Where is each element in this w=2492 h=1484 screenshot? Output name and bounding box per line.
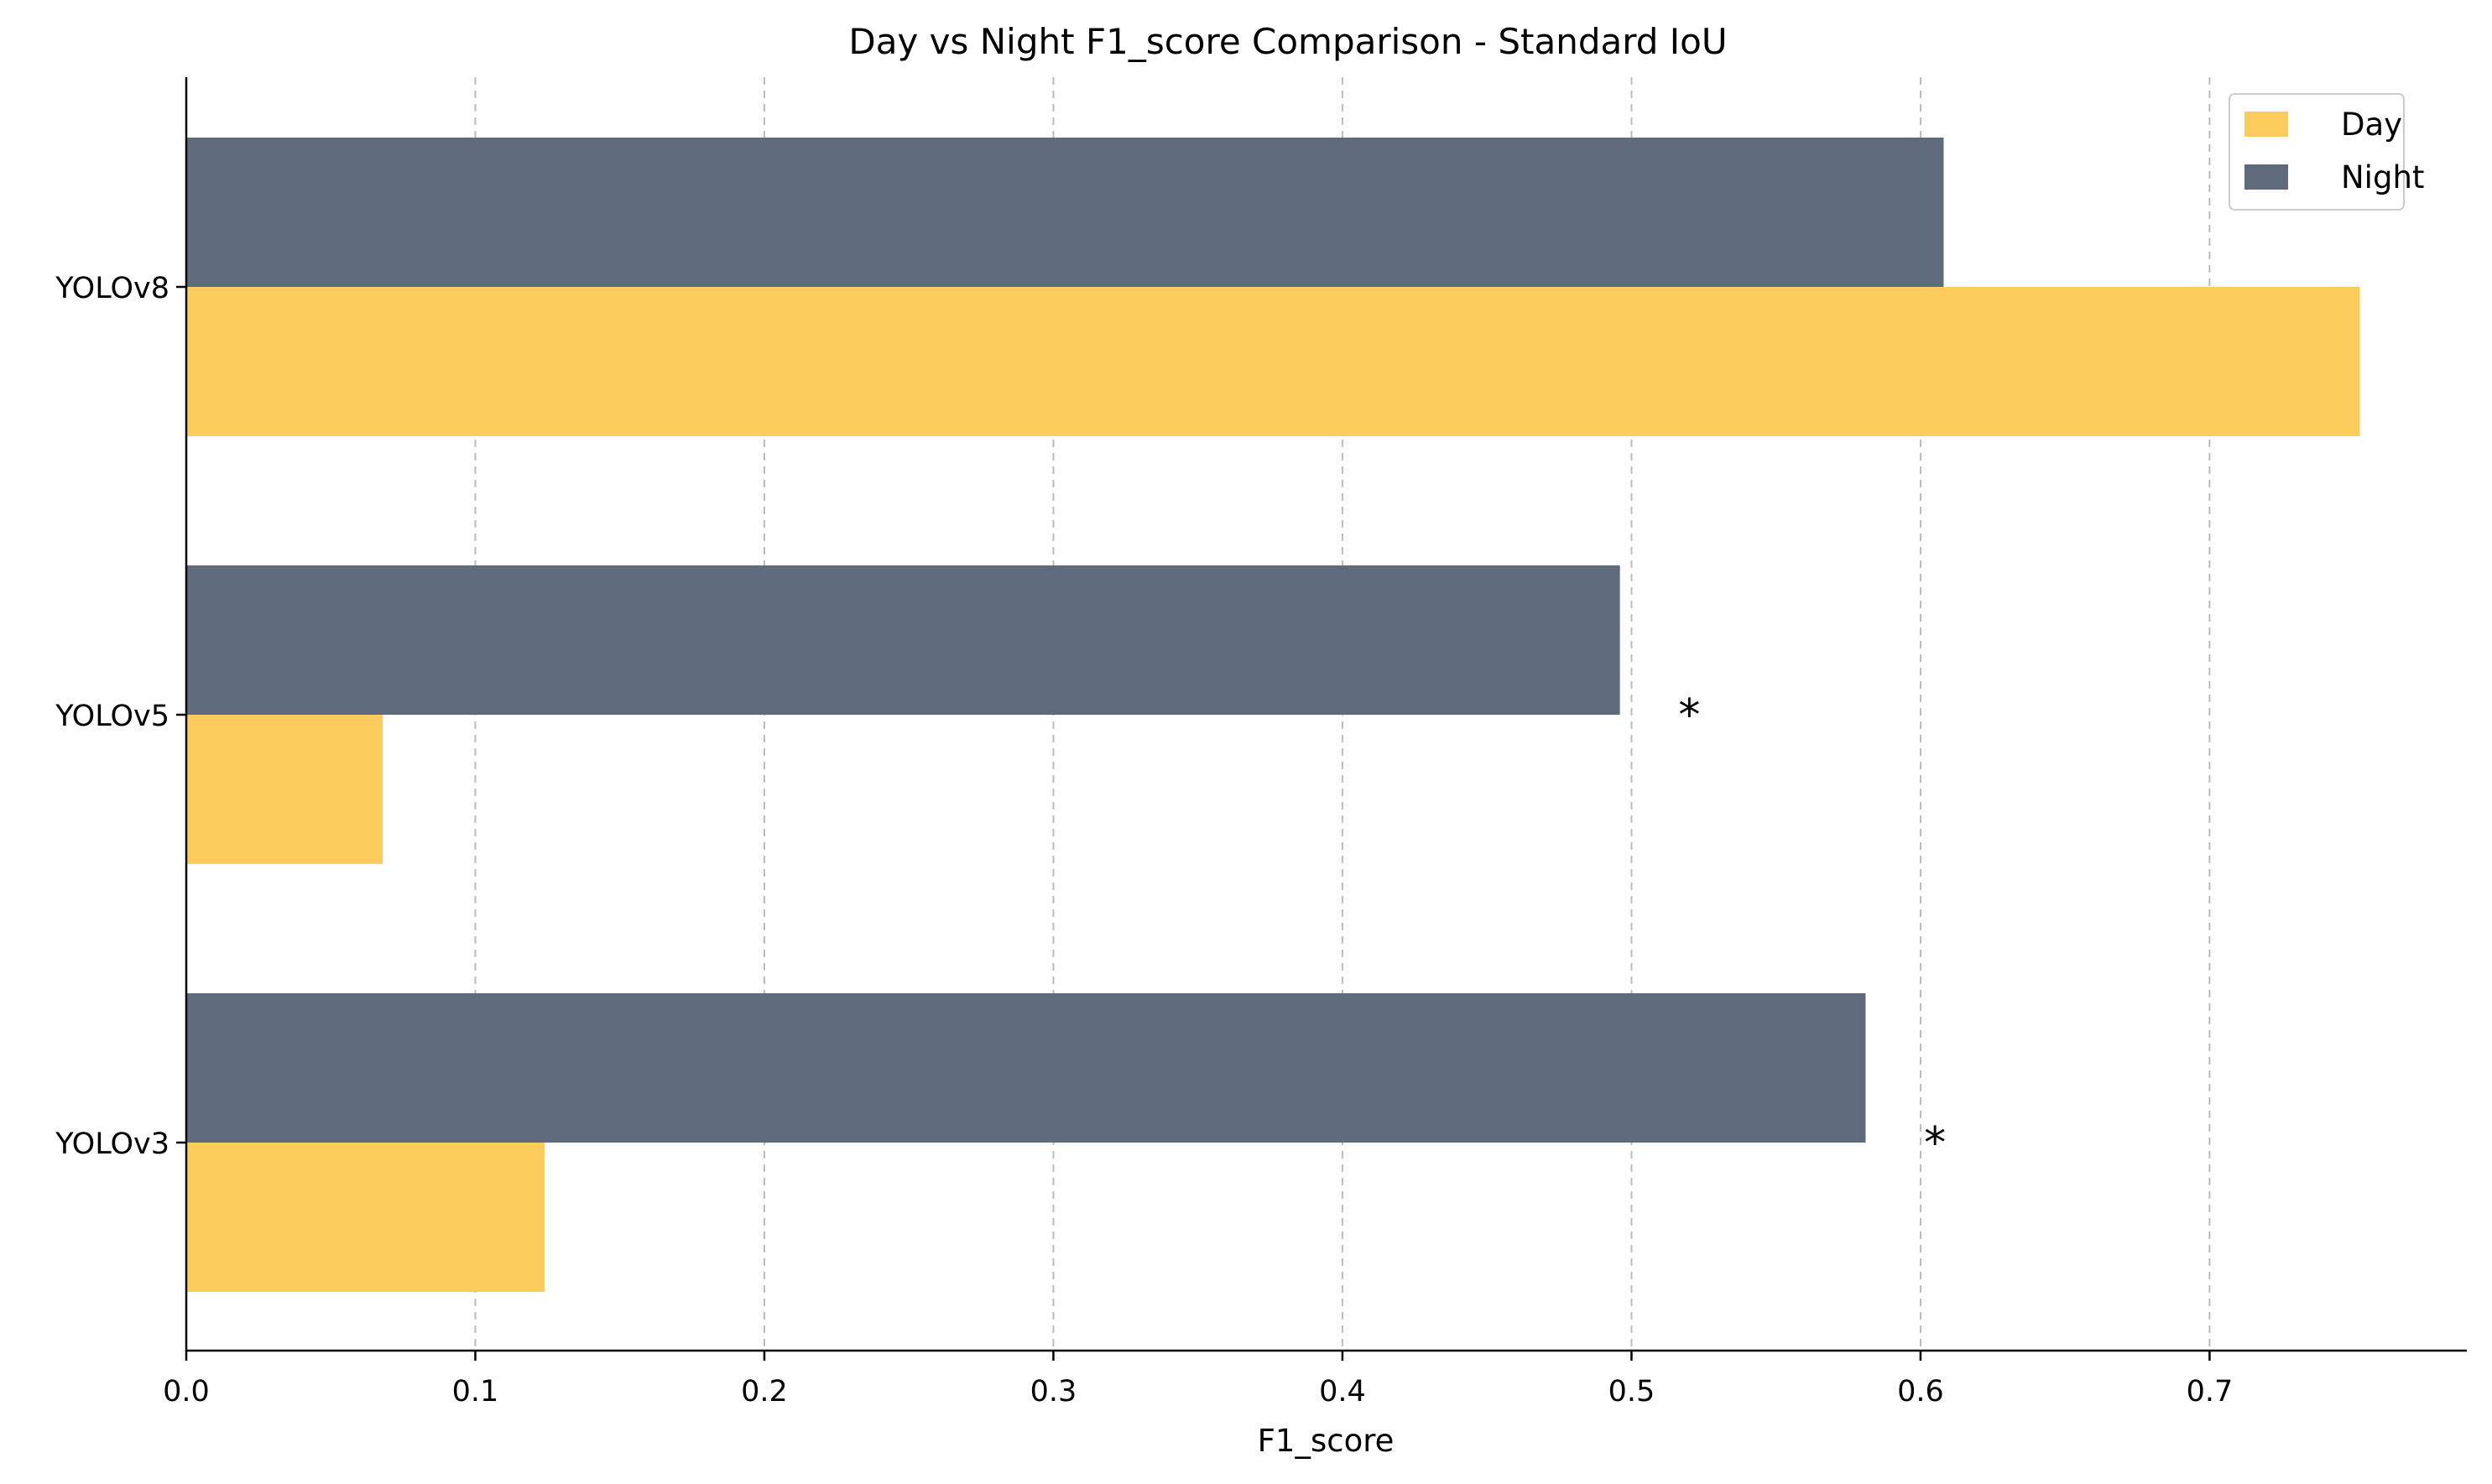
bar-day-yolov8 — [186, 287, 2360, 436]
x-tick-label: 0.4 — [1319, 1375, 1366, 1408]
legend-swatch-night — [2244, 164, 2288, 190]
x-tick-label: 0.7 — [2187, 1375, 2234, 1408]
x-tick-label: 0.1 — [452, 1375, 499, 1408]
bar-day-yolov3 — [186, 1143, 545, 1292]
legend-label-day: Day — [2341, 107, 2402, 143]
bar-night-yolov3 — [186, 993, 1866, 1143]
y-tick-label: YOLOv3 — [55, 1127, 169, 1161]
chart-title: Day vs Night F1_score Comparison - Stand… — [848, 21, 1727, 62]
y-tick-label: YOLOv5 — [55, 700, 169, 733]
x-axis-label: F1_score — [1258, 1423, 1395, 1459]
x-tick-label: 0.6 — [1897, 1375, 1944, 1408]
x-tick-label: 0.2 — [741, 1375, 788, 1408]
y-ticks: YOLOv8 YOLOv5 YOLOv3 — [55, 272, 186, 1161]
bar-night-yolov8 — [186, 138, 1944, 287]
y-tick-label: YOLOv8 — [55, 272, 169, 305]
significance-marker: * — [1678, 690, 1700, 741]
x-tick-label: 0.5 — [1608, 1375, 1655, 1408]
x-ticks: 0.0 0.1 0.2 0.3 0.4 0.5 0.6 0.7 — [163, 1351, 2233, 1408]
legend: Day Night — [2229, 93, 2424, 211]
bar-day-yolov5 — [186, 715, 383, 864]
bar-night-yolov5 — [186, 565, 1620, 715]
significance-marker: * — [1924, 1118, 1946, 1169]
x-tick-label: 0.3 — [1030, 1375, 1077, 1408]
x-tick-label: 0.0 — [163, 1375, 210, 1408]
legend-swatch-day — [2244, 112, 2288, 137]
annotations: ** — [1678, 690, 1946, 1169]
bars — [186, 138, 2360, 1292]
legend-label-night: Night — [2341, 159, 2424, 195]
